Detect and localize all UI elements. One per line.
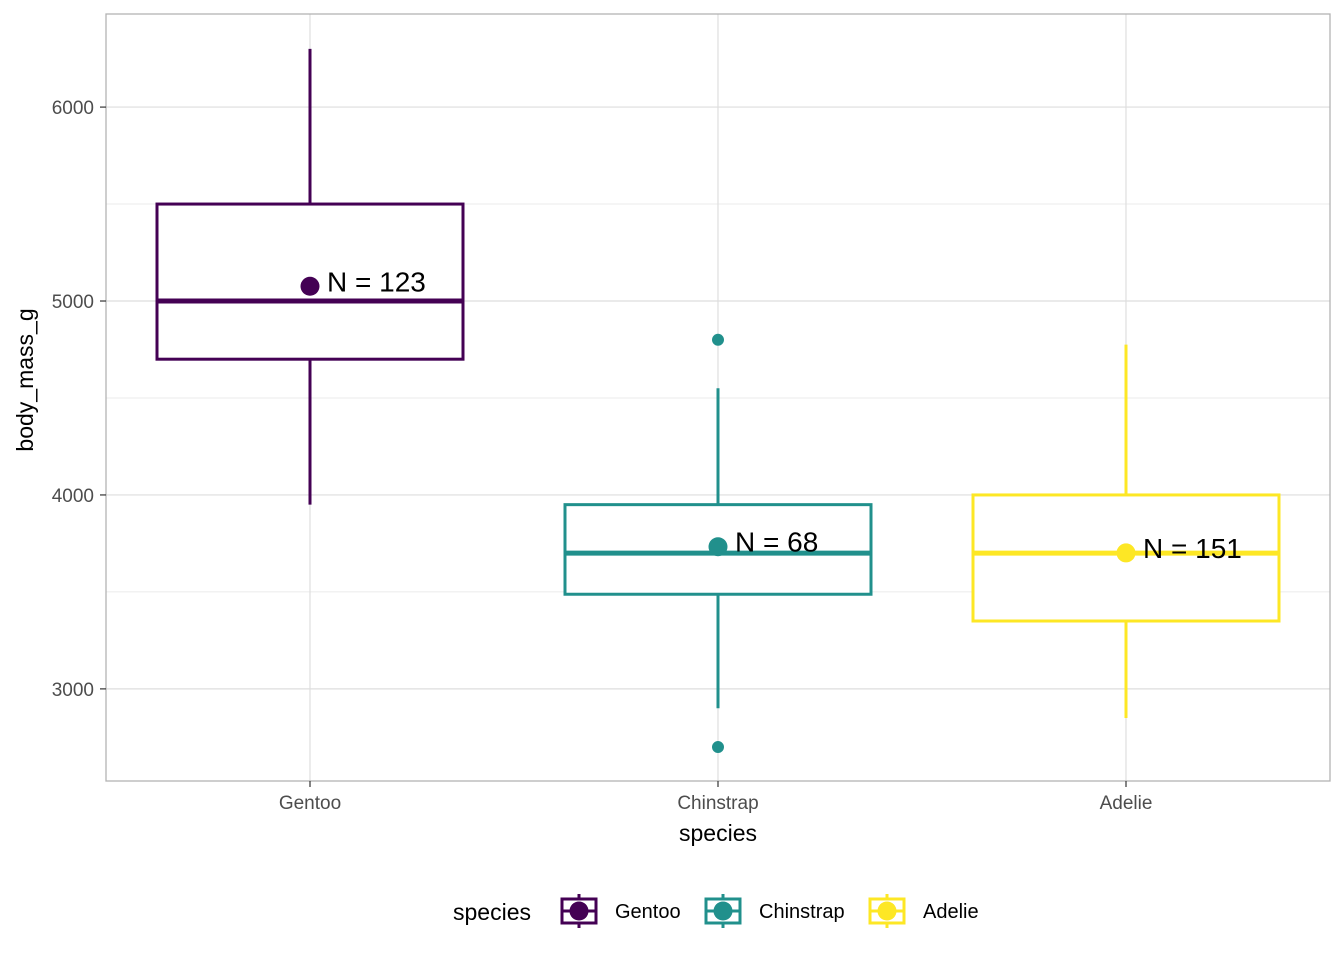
legend-label: Adelie bbox=[923, 901, 979, 923]
box-gentoo: N = 123 bbox=[155, 48, 465, 505]
n-label: N = 68 bbox=[735, 527, 818, 558]
legend-key-gentoo bbox=[560, 894, 598, 928]
legend-label: Gentoo bbox=[615, 901, 681, 923]
mean-point bbox=[300, 276, 320, 296]
legend-key-chinstrap bbox=[704, 894, 742, 928]
x-tick-label: Chinstrap bbox=[677, 793, 758, 814]
box-adelie: N = 151 bbox=[971, 344, 1281, 718]
legend-label: Chinstrap bbox=[759, 901, 845, 923]
legend-key-point bbox=[569, 901, 589, 921]
outlier-point bbox=[712, 333, 724, 346]
legend-key-point bbox=[713, 901, 733, 921]
legend-title: species bbox=[453, 899, 531, 925]
mean-point bbox=[708, 537, 728, 557]
mean-point bbox=[1116, 543, 1136, 563]
y-axis: 3000 4000 5000 6000 bbox=[52, 98, 106, 701]
outlier-point bbox=[712, 741, 724, 754]
y-tick-label: 3000 bbox=[52, 680, 94, 701]
y-tick-label: 6000 bbox=[52, 98, 94, 119]
y-tick-label: 4000 bbox=[52, 486, 94, 507]
y-tick-label: 5000 bbox=[52, 292, 94, 313]
legend-key-adelie bbox=[868, 894, 906, 928]
x-tick-label: Adelie bbox=[1100, 793, 1153, 814]
x-axis-label: species bbox=[679, 820, 757, 846]
x-tick-label: Gentoo bbox=[279, 793, 341, 814]
x-axis: Gentoo Chinstrap Adelie bbox=[279, 781, 1153, 814]
legend: species Gentoo Chinstrap Adelie bbox=[453, 894, 979, 928]
legend-key-point bbox=[877, 901, 897, 921]
y-axis-label: body_mass_g bbox=[12, 308, 38, 451]
n-label: N = 151 bbox=[1143, 533, 1242, 564]
box-iqr bbox=[563, 503, 873, 596]
plot-panel: N = 123 N = 68 N = 151 bbox=[105, 13, 1331, 782]
n-label: N = 123 bbox=[327, 266, 426, 297]
box-chinstrap: N = 68 bbox=[563, 333, 873, 754]
